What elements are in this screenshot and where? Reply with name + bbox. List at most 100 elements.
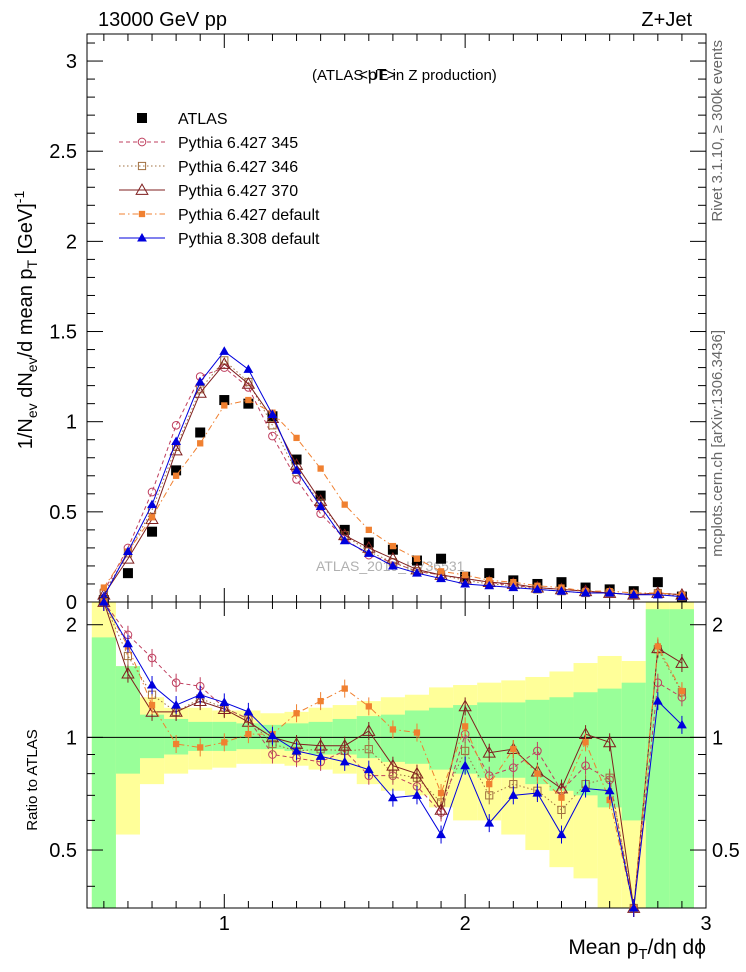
legend-marker [137,161,147,171]
data-point [317,697,324,705]
data-point [121,666,135,679]
data-point [341,501,348,508]
data-point [580,587,591,597]
legend-item: Pythia 8.308 default [119,231,320,248]
y-tick-label: 2.5 [49,141,77,163]
data-point [387,792,398,802]
ratio-y-axis-label: Ratio to ATLAS [24,729,41,830]
data-point [604,587,615,597]
axis-ticks [87,34,707,908]
data-point [123,546,133,556]
series-pythia-6-427-default [100,593,686,917]
data-point [341,685,348,692]
data-point [581,761,590,771]
ratio-band-green [115,666,140,774]
data-point [147,653,157,663]
data-point [508,582,519,592]
data-point [100,584,108,591]
data-point [268,431,277,441]
data-point [556,829,567,839]
data-point [605,773,614,782]
data-point [148,514,156,521]
data-point [362,724,376,736]
data-point [243,398,254,409]
data-point [434,803,448,815]
data-point [221,739,228,746]
ratio-band-green [477,702,502,778]
data-point [122,568,133,579]
data-point [197,440,204,447]
data-point [532,787,543,797]
data-point [219,395,230,406]
data-point [147,499,157,509]
data-point [533,746,542,756]
data-point [292,475,301,484]
data-point [652,589,663,599]
series-pythia-8-308-default [98,346,687,601]
data-point [437,789,445,797]
ratio-series-layer [97,593,689,917]
data-point [412,790,422,799]
data-point [653,678,663,688]
data-point [486,780,493,788]
legend: ATLAS Pythia 6.427 345 Pythia 6.427 346 Pyt… [119,111,320,248]
data-point [410,766,424,779]
data-point [217,702,231,714]
legend-marker [137,232,147,242]
ratio-band-green [549,697,574,791]
data-point [172,740,180,748]
legend-item: Pythia 6.427 345 [119,135,298,152]
ratio-y-tick-label-right: 1 [712,727,723,749]
legend-label: ATLAS [178,111,228,128]
y-tick-label: 2 [66,231,77,253]
data-point [508,763,518,772]
data-point [291,745,302,755]
data-point [193,385,207,398]
data-point [363,548,374,557]
data-point [221,402,228,409]
data-point [677,591,687,601]
data-point [147,679,157,689]
data-point [460,760,471,770]
data-point [580,783,591,793]
y-tick-label: 0 [66,592,77,614]
data-point [413,729,421,736]
ratio-band-green [645,609,670,908]
data-point [169,704,183,717]
data-point [386,758,400,771]
data-point [675,656,689,668]
data-point [556,577,567,588]
x-tick-label: 2 [460,913,471,935]
data-point [413,555,421,562]
ratio-y-tick-label-right: 0.5 [712,840,740,862]
data-point [412,568,422,577]
legend-marker [135,183,149,195]
x-axis-label: Mean pT/dη dϕ [568,936,706,963]
legend-marker [137,137,147,147]
ratio-y-tick-label: 2 [66,615,77,637]
ratio-y-tick-label: 1 [66,727,77,749]
data-point [217,357,231,369]
data-point [482,745,496,758]
y-tick-label: 1.5 [49,322,77,344]
legend-item: Pythia 6.427 370 [119,183,298,200]
data-point [654,643,661,650]
data-point [315,751,326,760]
legend-item: Pythia 6.427 346 [119,159,298,176]
data-point [534,770,541,777]
legend-marker [138,210,146,218]
data-point [293,710,300,717]
main-series-layer [97,346,689,606]
data-point [339,756,350,766]
data-point [532,584,543,593]
data-point [602,735,617,748]
data-point [219,697,230,706]
main-y-axis-label: 1/Nev dNev/d mean pT [GeV]-1 [11,191,40,450]
data-point [197,744,204,751]
data-point [458,699,472,712]
data-point [389,542,397,550]
data-point [461,746,470,756]
data-point [267,730,278,740]
data-point [219,346,230,355]
